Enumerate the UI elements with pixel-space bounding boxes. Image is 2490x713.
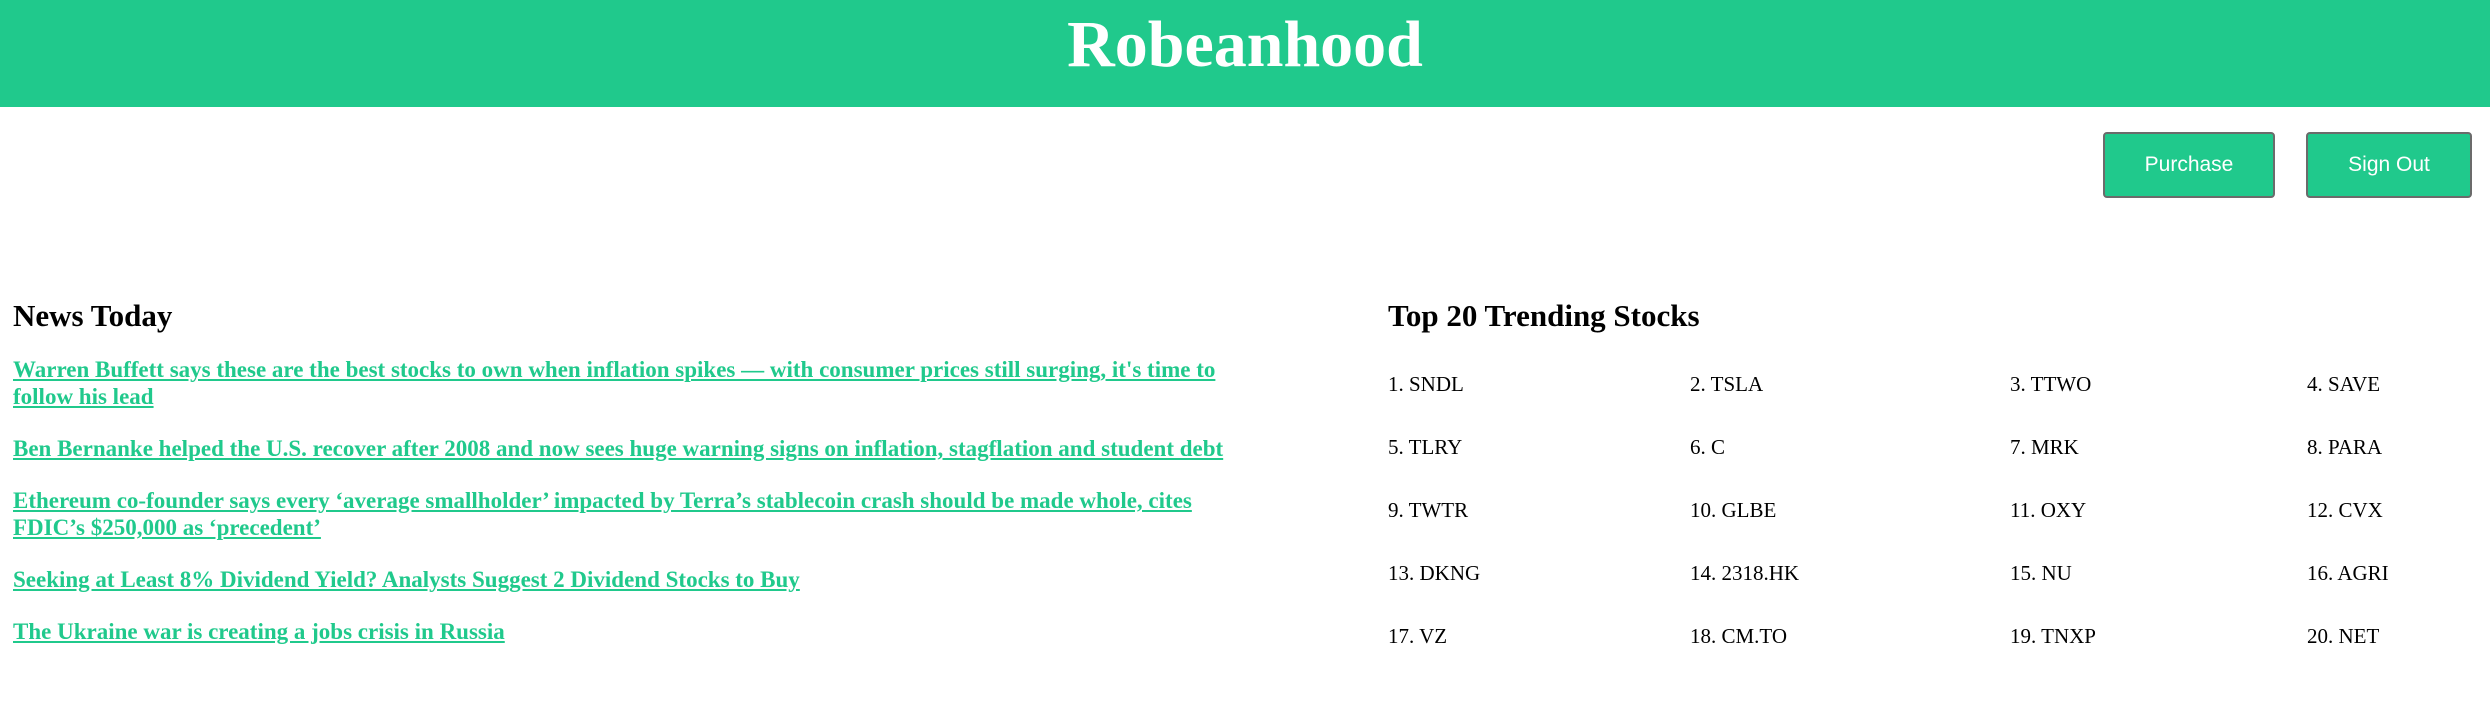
news-section: News Today Warren Buffett says these are…: [13, 296, 1268, 670]
app-header: Robeanhood: [0, 0, 2490, 107]
trending-stock: 3. TTWO: [2010, 372, 2092, 396]
trending-section: Top 20 Trending Stocks 1. SNDL 2. TSLA 3…: [1388, 296, 2478, 651]
trending-stock: 19. TNXP: [2010, 624, 2096, 648]
trending-title: Top 20 Trending Stocks: [1388, 298, 1700, 333]
news-link[interactable]: The Ukraine war is creating a jobs crisi…: [13, 619, 505, 644]
trending-stock-grid: 1. SNDL 2. TSLA 3. TTWO 4. SAVE 5. TLRY …: [1388, 371, 2478, 651]
trending-stock: 7. MRK: [2010, 435, 2079, 459]
trending-stock: 10. GLBE: [1690, 498, 1777, 522]
trending-stock: 2. TSLA: [1690, 372, 1764, 396]
trending-stock: 18. CM.TO: [1690, 624, 1788, 648]
trending-stock: 11. OXY: [2010, 498, 2087, 522]
trending-stock: 12. CVX: [2307, 498, 2383, 522]
trending-stock: 6. C: [1690, 435, 1726, 459]
trending-stock: 15. NU: [2010, 561, 2072, 585]
trending-stock: 20. NET: [2307, 624, 2380, 648]
news-link[interactable]: Ben Bernanke helped the U.S. recover aft…: [13, 436, 1224, 461]
app-title: Robeanhood: [1067, 8, 1423, 81]
trending-stock: 16. AGRI: [2307, 561, 2389, 585]
news-list: Warren Buffett says these are the best s…: [13, 356, 1268, 645]
trending-stock: 5. TLRY: [1388, 435, 1463, 459]
news-link[interactable]: Ethereum co-founder says every ‘average …: [13, 488, 1192, 540]
news-title: News Today: [13, 298, 173, 333]
trending-stock: 1. SNDL: [1388, 372, 1464, 396]
trending-stock: 14. 2318.HK: [1690, 561, 1800, 585]
news-link[interactable]: Seeking at Least 8% Dividend Yield? Anal…: [13, 567, 800, 592]
purchase-button[interactable]: Purchase: [2103, 132, 2275, 198]
trending-stock: 9. TWTR: [1388, 498, 1469, 522]
sign-out-button[interactable]: Sign Out: [2306, 132, 2472, 198]
trending-stock: 8. PARA: [2307, 435, 2383, 459]
trending-stock: 17. VZ: [1388, 624, 1448, 648]
trending-stock: 13. DKNG: [1388, 561, 1481, 585]
news-link[interactable]: Warren Buffett says these are the best s…: [13, 357, 1216, 409]
trending-stock: 4. SAVE: [2307, 372, 2381, 396]
